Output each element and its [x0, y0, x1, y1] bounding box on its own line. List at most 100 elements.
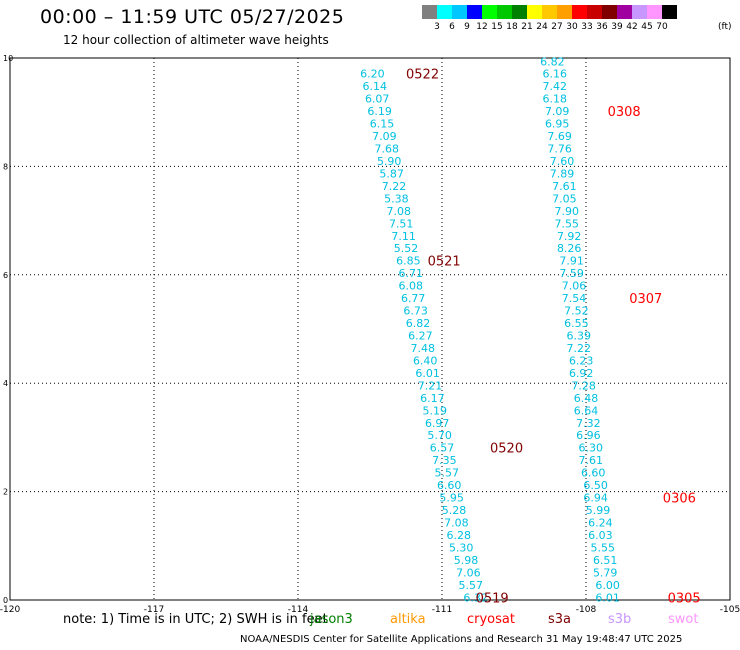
wave-height-value: 5.87: [379, 167, 404, 180]
legend-label: 18: [506, 22, 518, 32]
wave-height-value: 7.35: [432, 454, 457, 467]
y-tick-label: 0: [3, 596, 8, 605]
satellite-altika: altika: [390, 612, 426, 627]
satellite-s3a: s3a: [548, 612, 572, 627]
legend-swatch: [512, 5, 527, 19]
legend-swatch: [482, 5, 497, 19]
wave-height-value: 6.28: [447, 529, 472, 542]
wave-height-value: 6.55: [564, 317, 589, 330]
wave-height-value: 6.48: [574, 392, 599, 405]
chart-subtitle: 12 hour collection of altimeter wave hei…: [63, 33, 329, 47]
wave-height-value: 5.57: [435, 467, 460, 480]
legend-label: 24: [536, 22, 548, 32]
wave-height-value: 6.51: [593, 554, 618, 567]
y-tick-label: 6: [3, 271, 8, 280]
wave-height-value: 6.14: [363, 80, 388, 93]
wave-height-value: 6.30: [579, 442, 604, 455]
wave-height-value: 6.20: [360, 68, 385, 81]
wave-height-value: 6.01: [415, 367, 440, 380]
wave-height-value: 6.16: [543, 68, 568, 81]
x-tick-label: -120: [0, 605, 20, 615]
legend-label: 9: [464, 22, 470, 32]
wave-height-value: 7.09: [372, 130, 397, 143]
wave-height-value: 7.28: [571, 379, 596, 392]
legend-label: 39: [611, 22, 623, 32]
time-label: 0519: [476, 591, 509, 606]
wave-height-value: 7.69: [547, 130, 572, 143]
satellite-swot: swot: [668, 612, 699, 627]
legend-swatch: [422, 5, 437, 19]
plot-frame: [9, 57, 731, 601]
wave-height-value: 6.18: [543, 93, 568, 106]
wave-height-value: 7.90: [555, 205, 580, 218]
legend-label: 3: [434, 22, 440, 32]
wave-height-value: 7.59: [559, 267, 584, 280]
wave-height-value: 6.24: [588, 516, 613, 529]
legend-label: 21: [521, 22, 533, 32]
wave-height-value: 6.96: [576, 429, 601, 442]
wave-height-value: 7.42: [543, 80, 568, 93]
satellite-s3b: s3b: [608, 612, 632, 627]
legend-unit: (ft): [718, 22, 732, 32]
wave-height-value: 5.55: [591, 541, 616, 554]
wave-height-value: 6.57: [430, 442, 455, 455]
wave-height-value: 6.50: [583, 479, 608, 492]
wave-height-value: 7.32: [576, 417, 601, 430]
wave-height-value: 6.95: [545, 118, 570, 131]
wave-height-value: 7.06: [562, 280, 587, 293]
x-tick-label: -111: [432, 605, 452, 615]
wave-height-value: 6.07: [365, 93, 390, 106]
satellite-cryosat: cryosat: [467, 612, 515, 627]
wave-height-value: 7.11: [391, 230, 416, 243]
wave-height-value: 5.28: [442, 504, 467, 517]
wave-height-value: 7.76: [547, 143, 572, 156]
legend-swatch: [497, 5, 512, 19]
wave-height-value: 6.19: [367, 105, 392, 118]
wave-height-value: 6.73: [403, 305, 428, 318]
wave-height-value: 6.64: [574, 404, 599, 417]
legend-swatch: [542, 5, 557, 19]
wave-height-value: 7.91: [559, 255, 584, 268]
wave-height-value: 5.30: [449, 541, 474, 554]
time-label: 0520: [490, 442, 523, 457]
wave-height-value: 6.15: [370, 118, 395, 131]
satellite-jason3: jason3: [310, 612, 353, 627]
wave-height-value: 7.22: [382, 180, 407, 193]
wave-height-value: 6.00: [595, 579, 620, 592]
legend-swatch: [602, 5, 617, 19]
wave-height-value: 7.68: [375, 143, 400, 156]
legend-swatch: [527, 5, 542, 19]
legend-swatch: [587, 5, 602, 19]
time-label: 0308: [608, 105, 641, 120]
legend-swatch: [662, 5, 677, 19]
legend-label: 70: [656, 22, 668, 32]
legend-label: 33: [581, 22, 593, 32]
wave-height-value: 7.06: [456, 566, 481, 579]
wave-height-value: 6.23: [569, 354, 594, 367]
wave-height-value: 6.82: [406, 317, 431, 330]
wave-height-value: 6.32: [463, 591, 488, 604]
wave-height-value: 6.94: [583, 492, 608, 505]
wave-height-value: 7.48: [411, 342, 436, 355]
time-label: 0307: [629, 292, 662, 307]
x-tick-label: -108: [576, 605, 597, 615]
color-scale-legend: [422, 5, 677, 19]
legend-swatch: [572, 5, 587, 19]
legend-swatch: [557, 5, 572, 19]
wave-height-value: 7.92: [557, 230, 582, 243]
wave-height-value: 5.90: [377, 155, 402, 168]
wave-height-value: 7.60: [550, 155, 575, 168]
wave-height-value: 7.22: [567, 342, 592, 355]
wave-height-value: 7.61: [552, 180, 577, 193]
wave-height-value: 6.01: [595, 591, 620, 604]
x-tick-label: -114: [288, 605, 309, 615]
wave-height-value: 7.08: [444, 516, 469, 529]
wave-height-value: 6.92: [569, 367, 594, 380]
wave-height-value: 6.60: [581, 467, 606, 480]
wave-height-value: 7.55: [555, 217, 580, 230]
wave-height-value: 7.52: [564, 305, 589, 318]
y-tick-label: 4: [3, 379, 8, 388]
time-label: 0521: [428, 255, 461, 270]
legend-label: 27: [551, 22, 563, 32]
wave-height-value: 7.08: [387, 205, 412, 218]
